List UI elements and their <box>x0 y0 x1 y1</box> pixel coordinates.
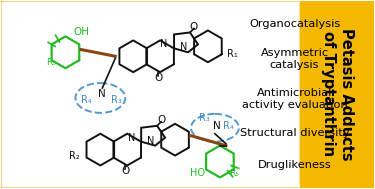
Text: HO: HO <box>190 168 206 178</box>
Text: N: N <box>160 39 168 49</box>
Text: N: N <box>180 42 188 52</box>
Text: R₃: R₃ <box>111 95 122 105</box>
Text: Antimicrobial
activity evaluation: Antimicrobial activity evaluation <box>242 88 348 110</box>
FancyBboxPatch shape <box>300 0 375 189</box>
Polygon shape <box>194 30 222 62</box>
Text: Asymmetric
catalysis: Asymmetric catalysis <box>261 48 328 70</box>
Text: R₅: R₅ <box>229 169 239 178</box>
Text: OH: OH <box>74 27 89 37</box>
Text: N: N <box>213 121 221 131</box>
Text: R₅: R₅ <box>46 58 57 67</box>
Polygon shape <box>87 134 114 166</box>
Text: O: O <box>154 73 162 83</box>
Polygon shape <box>146 40 174 72</box>
Text: R₄: R₄ <box>81 95 92 105</box>
Text: R₃: R₃ <box>200 113 210 123</box>
Polygon shape <box>161 124 189 156</box>
Polygon shape <box>206 146 234 177</box>
Text: R₂: R₂ <box>69 151 80 160</box>
Text: N: N <box>128 133 135 143</box>
Text: N: N <box>99 89 106 99</box>
Text: R₄: R₄ <box>224 121 234 131</box>
Polygon shape <box>119 40 147 72</box>
Polygon shape <box>52 36 79 68</box>
Polygon shape <box>174 33 198 52</box>
Text: Structural diversity: Structural diversity <box>240 128 350 138</box>
Polygon shape <box>141 126 165 146</box>
Text: Petasis Adducts
of Tryptanthrin: Petasis Adducts of Tryptanthrin <box>321 28 354 160</box>
Text: O: O <box>157 115 165 125</box>
Text: R₁: R₁ <box>227 49 238 59</box>
Text: O: O <box>121 167 129 176</box>
Text: N: N <box>147 136 155 146</box>
Text: Organocatalysis: Organocatalysis <box>249 19 340 29</box>
Polygon shape <box>113 134 141 166</box>
Text: Druglikeness: Druglikeness <box>258 160 332 170</box>
Text: O: O <box>190 22 198 32</box>
